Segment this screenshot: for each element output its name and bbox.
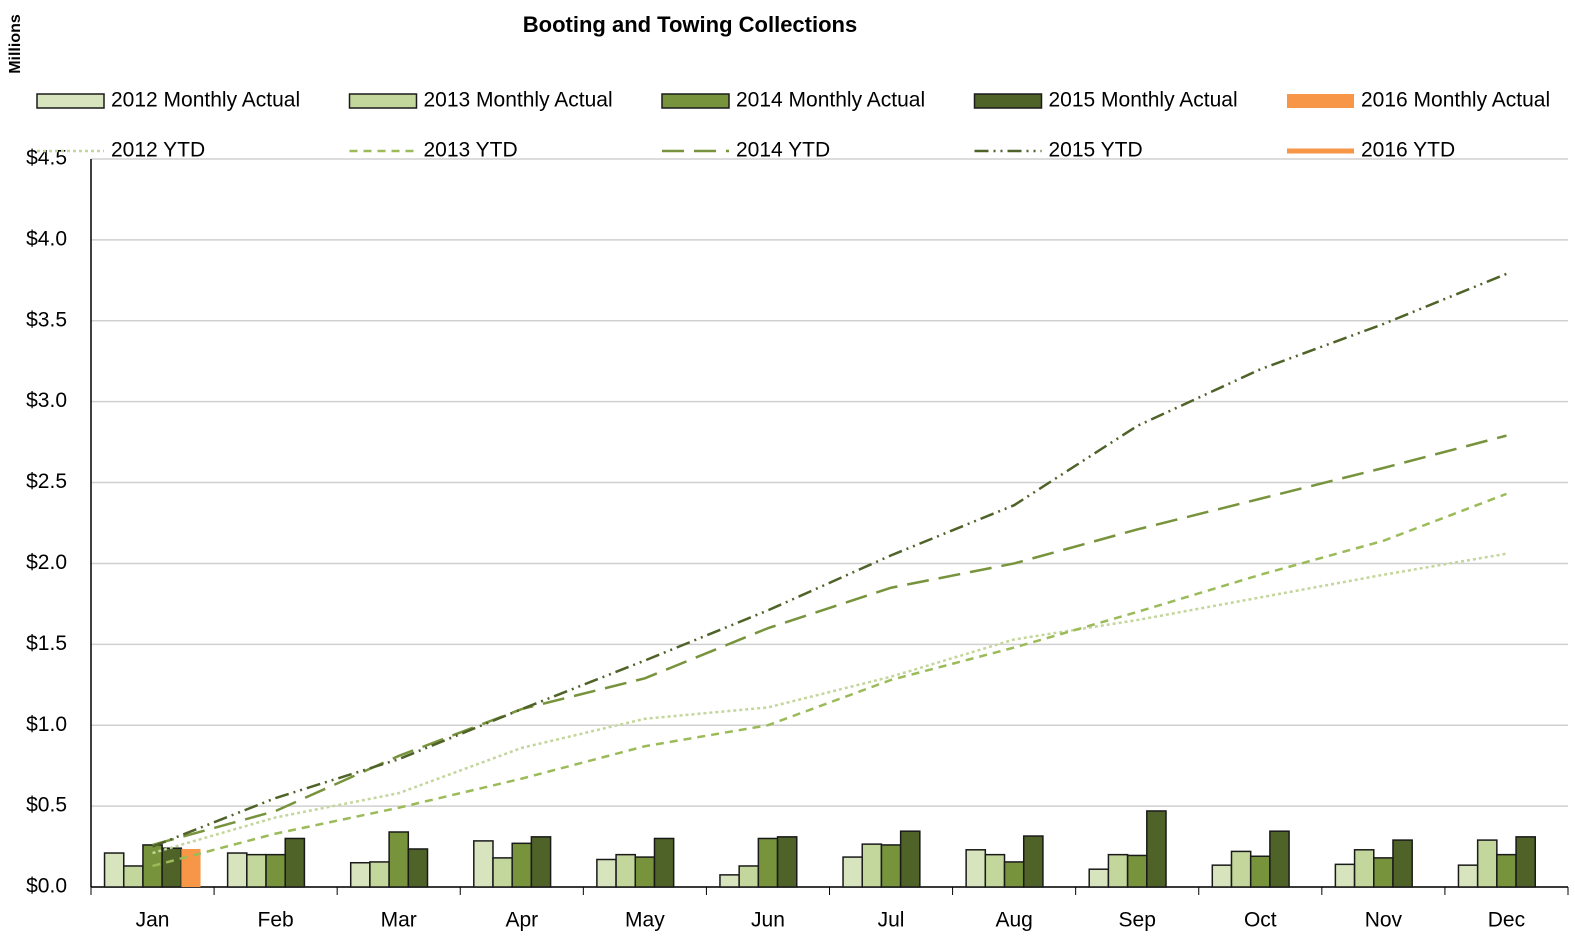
bar bbox=[1373, 857, 1394, 888]
bar bbox=[1022, 835, 1044, 888]
bar bbox=[719, 874, 740, 888]
bar bbox=[861, 843, 883, 888]
bar bbox=[122, 865, 144, 888]
bar bbox=[530, 836, 552, 888]
bar bbox=[776, 836, 798, 888]
chart-title: Booting and Towing Collections bbox=[523, 12, 857, 37]
legend-swatch bbox=[973, 93, 1043, 109]
y-tick-label: $0.5 bbox=[26, 794, 67, 817]
bar bbox=[407, 848, 429, 888]
x-tick-label: Dec bbox=[1488, 909, 1525, 932]
legend-label: 2014 Monthly Actual bbox=[736, 89, 925, 112]
bar bbox=[226, 852, 248, 888]
ytd-line bbox=[152, 272, 1507, 848]
bar bbox=[492, 857, 513, 888]
y-axis-label: Millions bbox=[7, 14, 24, 74]
bar bbox=[984, 853, 1006, 888]
bar bbox=[1249, 855, 1271, 888]
bar bbox=[1269, 830, 1290, 888]
legend-label: 2013 YTD bbox=[424, 139, 518, 162]
x-tick-label: Apr bbox=[505, 909, 538, 932]
bar bbox=[1392, 839, 1413, 888]
bar bbox=[246, 853, 267, 888]
bar bbox=[653, 837, 675, 888]
x-tick-label: Jul bbox=[878, 909, 905, 932]
bar bbox=[1211, 864, 1233, 888]
bar bbox=[1126, 854, 1148, 888]
bar bbox=[1107, 853, 1129, 888]
x-tick-label: Feb bbox=[258, 909, 294, 932]
legend-label: 2014 YTD bbox=[736, 139, 830, 162]
bar bbox=[842, 856, 863, 888]
y-tick-label: $3.5 bbox=[26, 308, 67, 331]
x-tick-label: Jun bbox=[751, 909, 785, 932]
bar bbox=[1088, 868, 1110, 888]
bar bbox=[511, 842, 533, 888]
x-tick-label: Nov bbox=[1365, 909, 1403, 932]
ytd-line bbox=[152, 492, 1507, 868]
y-tick-label: $1.5 bbox=[26, 632, 67, 655]
bar bbox=[1334, 863, 1356, 888]
bar bbox=[1353, 849, 1375, 888]
y-tick-label: $1.0 bbox=[26, 713, 67, 736]
bar bbox=[1230, 850, 1252, 888]
legend-swatch bbox=[36, 93, 105, 109]
bar bbox=[1003, 861, 1025, 888]
bar bbox=[1496, 853, 1517, 888]
bar bbox=[965, 849, 987, 888]
legend-label: 2012 YTD bbox=[111, 139, 205, 162]
x-tick-label: Oct bbox=[1244, 909, 1277, 932]
legend-swatch bbox=[661, 93, 730, 109]
legend-label: 2012 Monthly Actual bbox=[111, 89, 300, 112]
bar bbox=[103, 852, 125, 888]
x-tick-label: Aug bbox=[995, 909, 1032, 932]
bar bbox=[369, 861, 390, 888]
bar bbox=[738, 865, 760, 888]
bar bbox=[596, 858, 617, 888]
bar bbox=[634, 856, 656, 888]
ytd-line bbox=[152, 434, 1507, 847]
bar bbox=[349, 861, 371, 888]
bar bbox=[1476, 839, 1498, 888]
ytd-line bbox=[152, 552, 1507, 855]
y-tick-label: $0.0 bbox=[26, 875, 67, 898]
legend-label: 2015 YTD bbox=[1049, 139, 1143, 162]
y-tick-label: $4.5 bbox=[26, 147, 67, 170]
bar bbox=[473, 840, 494, 888]
legend-swatch bbox=[348, 93, 418, 109]
legend-label: 2016 Monthly Actual bbox=[1361, 89, 1550, 112]
bar bbox=[1515, 836, 1537, 888]
bar bbox=[265, 853, 286, 888]
bar bbox=[388, 831, 410, 888]
y-tick-label: $3.0 bbox=[26, 389, 67, 412]
x-tick-label: Sep bbox=[1119, 909, 1156, 932]
y-tick-label: $2.0 bbox=[26, 551, 67, 574]
legend-label: 2016 YTD bbox=[1361, 139, 1455, 162]
x-tick-label: Mar bbox=[381, 909, 417, 932]
y-tick-label: $2.5 bbox=[26, 470, 67, 493]
x-tick-label: Jan bbox=[136, 909, 170, 932]
bar bbox=[615, 853, 637, 888]
bar bbox=[181, 848, 201, 887]
bar bbox=[284, 837, 306, 888]
bar bbox=[899, 830, 921, 888]
bar bbox=[1146, 810, 1167, 888]
legend-label: 2015 Monthly Actual bbox=[1049, 89, 1238, 112]
bar bbox=[757, 837, 779, 888]
legend-label: 2013 Monthly Actual bbox=[424, 89, 613, 112]
y-tick-label: $4.0 bbox=[26, 227, 67, 250]
x-tick-label: May bbox=[625, 909, 665, 932]
bar bbox=[1457, 864, 1479, 888]
bar bbox=[880, 844, 902, 888]
bar bbox=[161, 847, 183, 888]
legend-swatch bbox=[1287, 94, 1354, 108]
